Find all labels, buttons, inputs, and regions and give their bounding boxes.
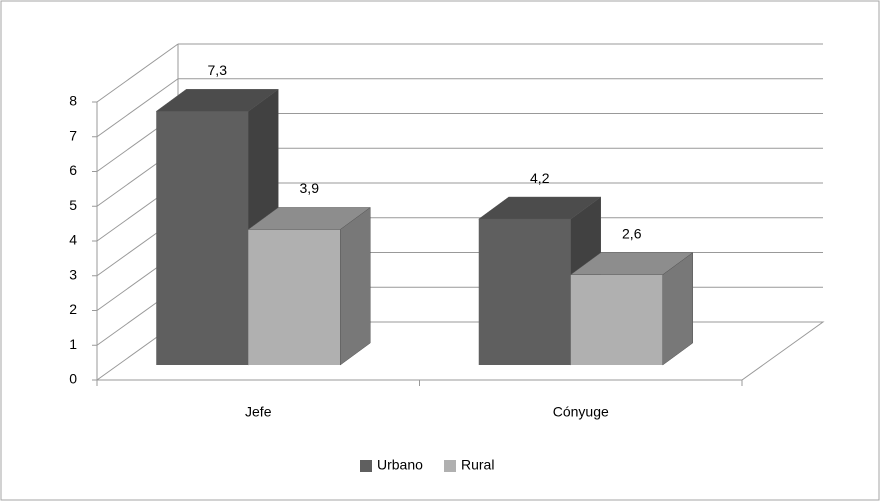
bar-top xyxy=(477,196,602,220)
y-tick-label: 1 xyxy=(69,336,77,352)
value-label: 2,6 xyxy=(622,225,642,241)
grid-line xyxy=(96,43,179,103)
y-tick-label: 4 xyxy=(69,232,77,248)
bar-top xyxy=(247,207,372,230)
x-tick-label: Jefe xyxy=(245,404,272,420)
y-tick-label: 2 xyxy=(69,301,77,317)
bar-front xyxy=(156,111,249,365)
y-tick-label: 7 xyxy=(69,127,77,143)
y-tick-label: 3 xyxy=(69,266,77,282)
bar-side xyxy=(340,206,371,366)
y-tick-label: 6 xyxy=(69,162,77,178)
legend-label: Rural xyxy=(461,457,494,473)
bar-front xyxy=(248,229,341,365)
bar-front xyxy=(478,219,571,365)
legend-swatch xyxy=(360,460,372,472)
grid-line xyxy=(96,78,179,138)
legend-swatch xyxy=(444,460,456,472)
legend-label: Urbano xyxy=(377,457,423,473)
y-tick-label: 0 xyxy=(69,371,77,387)
y-tick-label: 8 xyxy=(69,93,77,109)
bar-front xyxy=(570,274,663,365)
value-label: 7,3 xyxy=(208,62,228,78)
y-tick-label: 5 xyxy=(69,197,77,213)
x-tick-label: Cónyuge xyxy=(553,404,609,420)
bar-top xyxy=(155,89,280,112)
bar-top xyxy=(569,252,694,275)
value-label: 3,9 xyxy=(300,180,320,196)
value-label: 4,2 xyxy=(530,170,550,186)
